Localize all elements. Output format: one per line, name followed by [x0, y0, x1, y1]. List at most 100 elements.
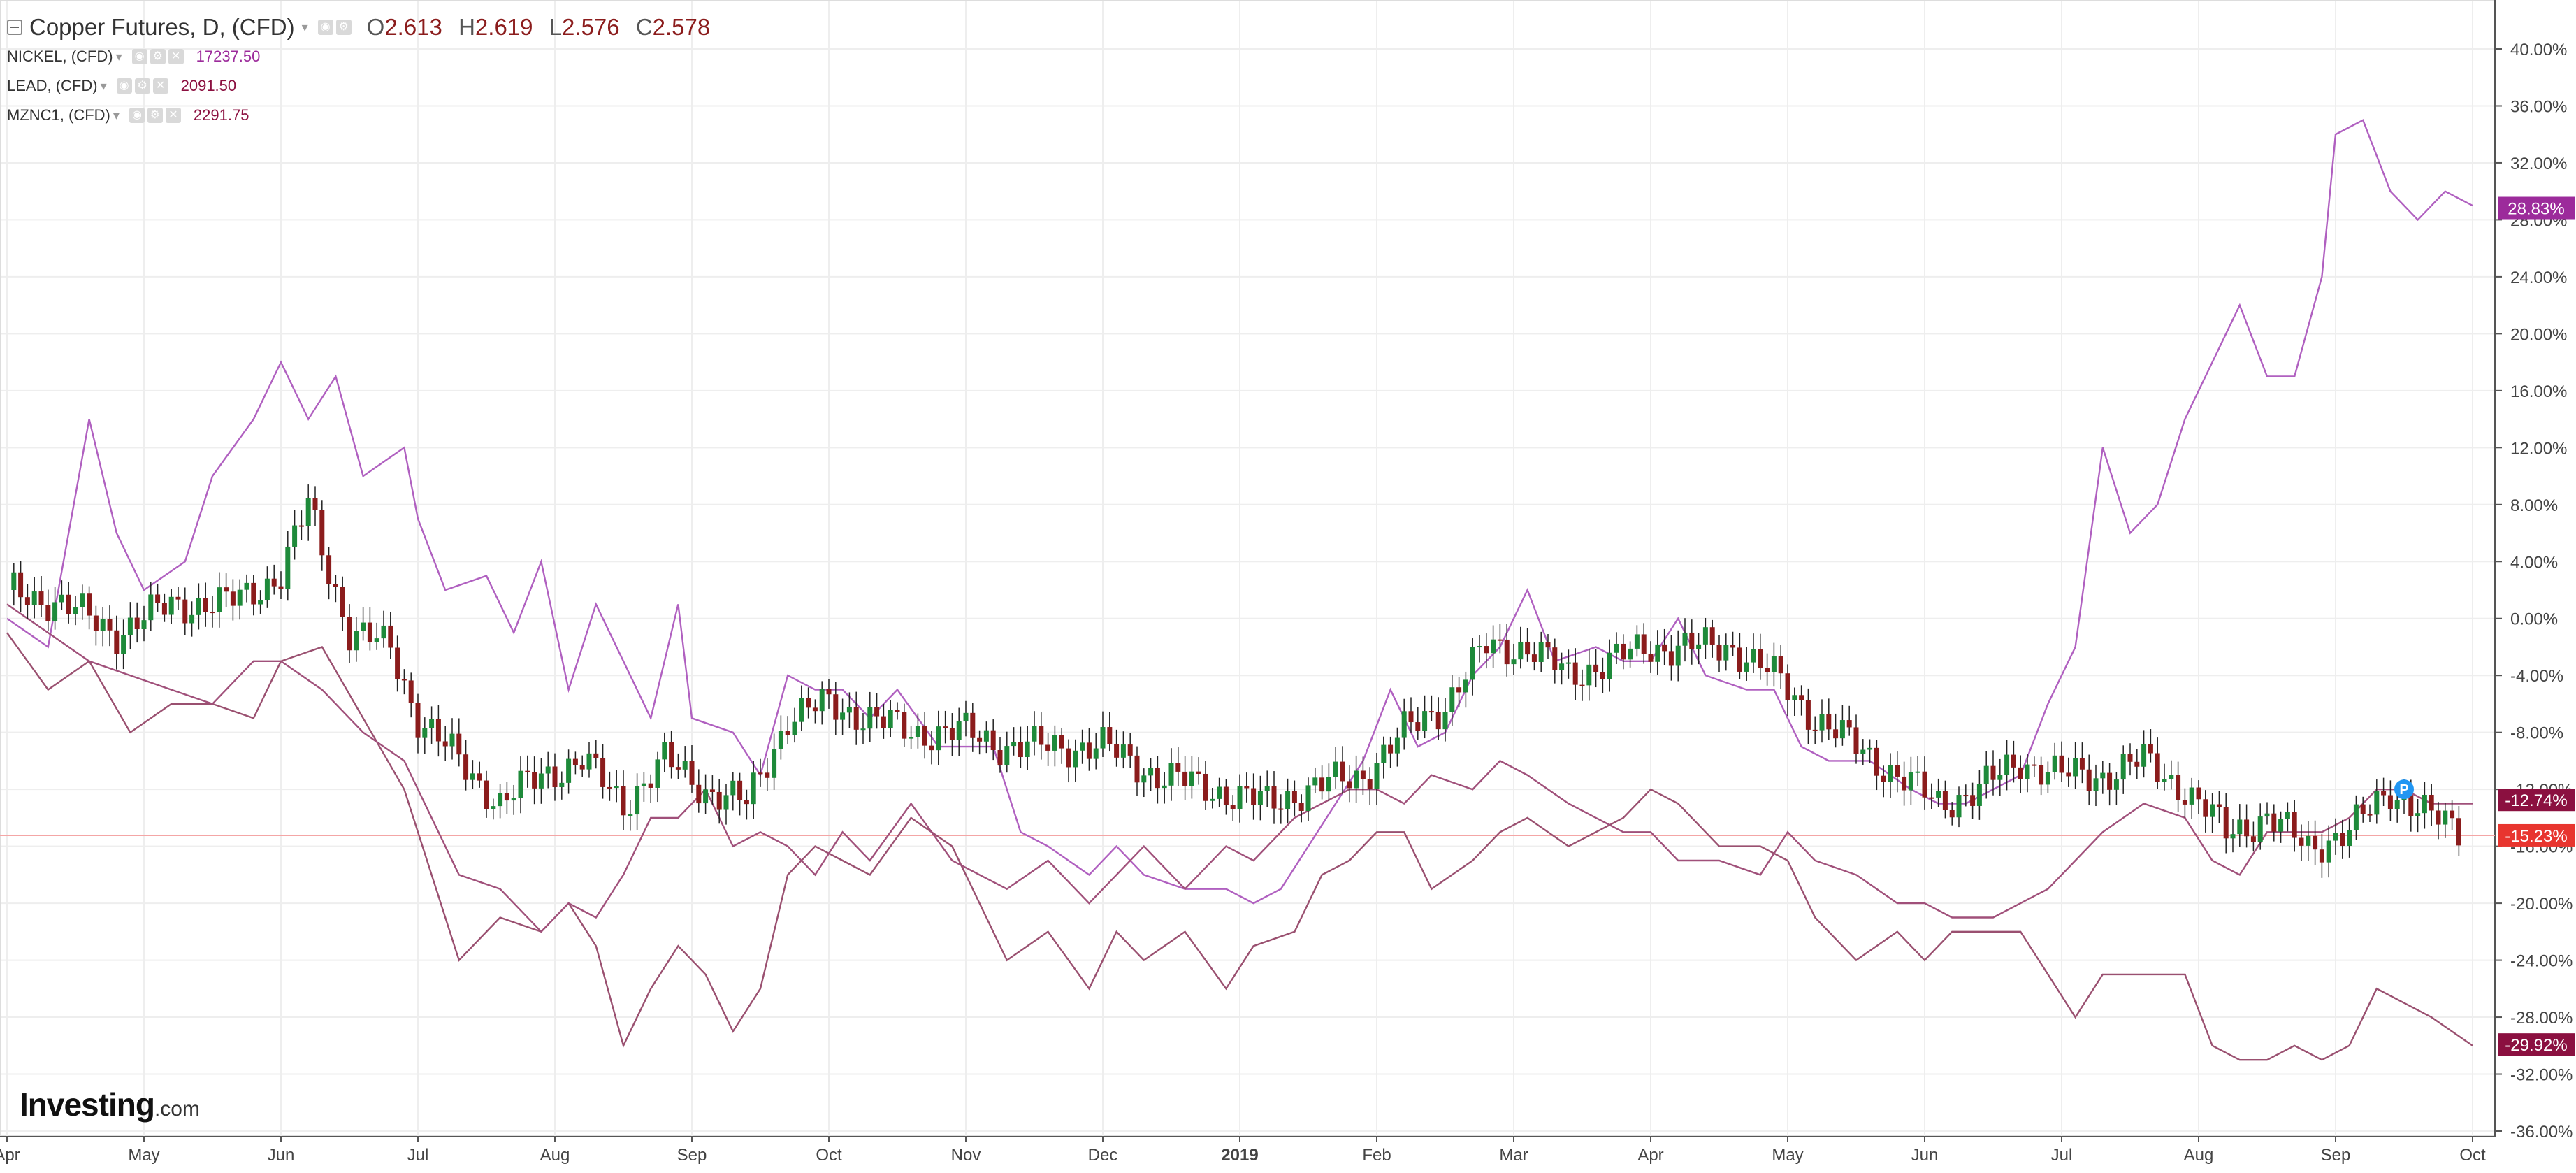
candle-body — [538, 773, 544, 789]
candle-body — [1751, 649, 1756, 663]
price-badge — [2498, 1033, 2575, 1056]
chevron-down-icon[interactable]: ▾ — [115, 49, 122, 64]
close-icon[interactable]: ✕ — [165, 108, 181, 123]
candle-body — [840, 712, 846, 720]
candle-body — [1565, 662, 1571, 664]
candle-body — [1689, 632, 1695, 649]
candle-body — [470, 773, 475, 780]
candle-body — [401, 679, 407, 681]
candle-body — [648, 783, 653, 788]
candle-body — [909, 737, 914, 739]
candle-body — [1908, 772, 1913, 791]
candle-body — [2086, 769, 2092, 791]
candle-body — [2244, 819, 2250, 837]
candle-body — [600, 758, 606, 787]
candle-body — [1257, 791, 1263, 805]
candle-body — [1374, 763, 1380, 789]
gear-icon[interactable]: ⚙ — [335, 20, 352, 35]
candle-body — [635, 786, 640, 815]
candle-body — [121, 635, 126, 654]
candle-body — [532, 772, 537, 789]
candle-body — [977, 737, 983, 742]
price-badge — [2498, 196, 2575, 220]
candle-body — [264, 578, 270, 600]
candle-body — [1525, 641, 1531, 655]
candle-body — [1805, 700, 1811, 730]
chevron-down-icon[interactable]: ▾ — [113, 108, 120, 122]
chevron-down-icon[interactable]: ▾ — [100, 78, 107, 93]
candle-body — [422, 728, 428, 738]
candle-body — [1326, 777, 1331, 792]
candle-body — [860, 728, 866, 731]
series-value-nickel: 17237.50 — [196, 48, 261, 65]
candle-body — [1155, 768, 1160, 789]
candle-body — [730, 780, 736, 796]
plot-frame — [0, 0, 2495, 1137]
candle-body — [1388, 744, 1394, 754]
low-value: 2.576 — [562, 14, 620, 40]
candle-body — [1435, 712, 1441, 730]
candle-body — [292, 525, 298, 547]
eye-icon[interactable]: ◉ — [131, 49, 147, 64]
candle-body — [1319, 777, 1325, 792]
candle-body — [915, 726, 920, 737]
candle-body — [491, 806, 496, 809]
y-tick-label: -24.00% — [2510, 952, 2573, 971]
collapse-icon[interactable] — [7, 20, 22, 35]
candle-body — [1491, 639, 1496, 654]
gear-icon[interactable]: ⚙ — [147, 108, 163, 123]
candle-body — [1771, 656, 1777, 672]
candle-body — [374, 638, 379, 642]
candle-body — [669, 742, 674, 768]
candle-body — [361, 622, 366, 631]
x-tick-label: Jun — [1911, 1146, 1939, 1165]
candle-body — [2436, 810, 2441, 825]
candle-body — [1696, 644, 1702, 649]
candle-body — [2353, 804, 2359, 830]
chevron-down-icon[interactable]: ▾ — [301, 20, 308, 34]
x-tick-label: Dec — [1088, 1146, 1118, 1165]
candle-body — [579, 765, 585, 770]
candle-body — [593, 753, 599, 758]
candle-body — [1408, 711, 1414, 723]
candle-body — [2176, 775, 2181, 800]
candle-body — [1148, 768, 1154, 776]
close-icon[interactable]: ✕ — [168, 49, 184, 64]
candle-body — [737, 780, 743, 800]
candle-body — [1066, 748, 1071, 768]
candle-body — [559, 782, 565, 788]
candle-body — [1285, 791, 1291, 809]
candle-body — [867, 707, 873, 729]
high-value: 2.619 — [475, 14, 533, 40]
candle-body — [210, 612, 215, 614]
y-tick-label: 12.00% — [2510, 439, 2567, 458]
candle-body — [628, 814, 633, 816]
eye-icon[interactable]: ◉ — [116, 78, 132, 94]
open-label: O — [366, 14, 385, 40]
nickel-line — [6, 119, 2473, 905]
candle-body — [1716, 644, 1722, 661]
eye-icon[interactable]: ◉ — [129, 108, 145, 123]
candle-body — [1853, 727, 1859, 754]
candle-body — [2257, 816, 2263, 842]
candle-body — [2107, 772, 2113, 790]
candle-body — [1340, 761, 1345, 782]
candle-body — [518, 770, 523, 798]
gear-icon[interactable]: ⚙ — [134, 78, 150, 94]
candle-body — [1675, 645, 1681, 666]
candle-body — [1360, 770, 1366, 780]
close-icon[interactable]: ✕ — [152, 78, 168, 94]
x-tick-label: Aug — [540, 1146, 570, 1165]
eye-icon[interactable]: ◉ — [317, 20, 333, 35]
x-tick-label: Jun — [268, 1146, 295, 1165]
candle-body — [1888, 765, 1893, 782]
candle-body — [2292, 812, 2297, 838]
candle-body — [1846, 720, 1852, 728]
candle-body — [2415, 813, 2421, 816]
candle-body — [251, 582, 256, 605]
candle-body — [2120, 754, 2126, 780]
candle-body — [2422, 795, 2427, 814]
gear-icon[interactable]: ⚙ — [150, 49, 166, 64]
